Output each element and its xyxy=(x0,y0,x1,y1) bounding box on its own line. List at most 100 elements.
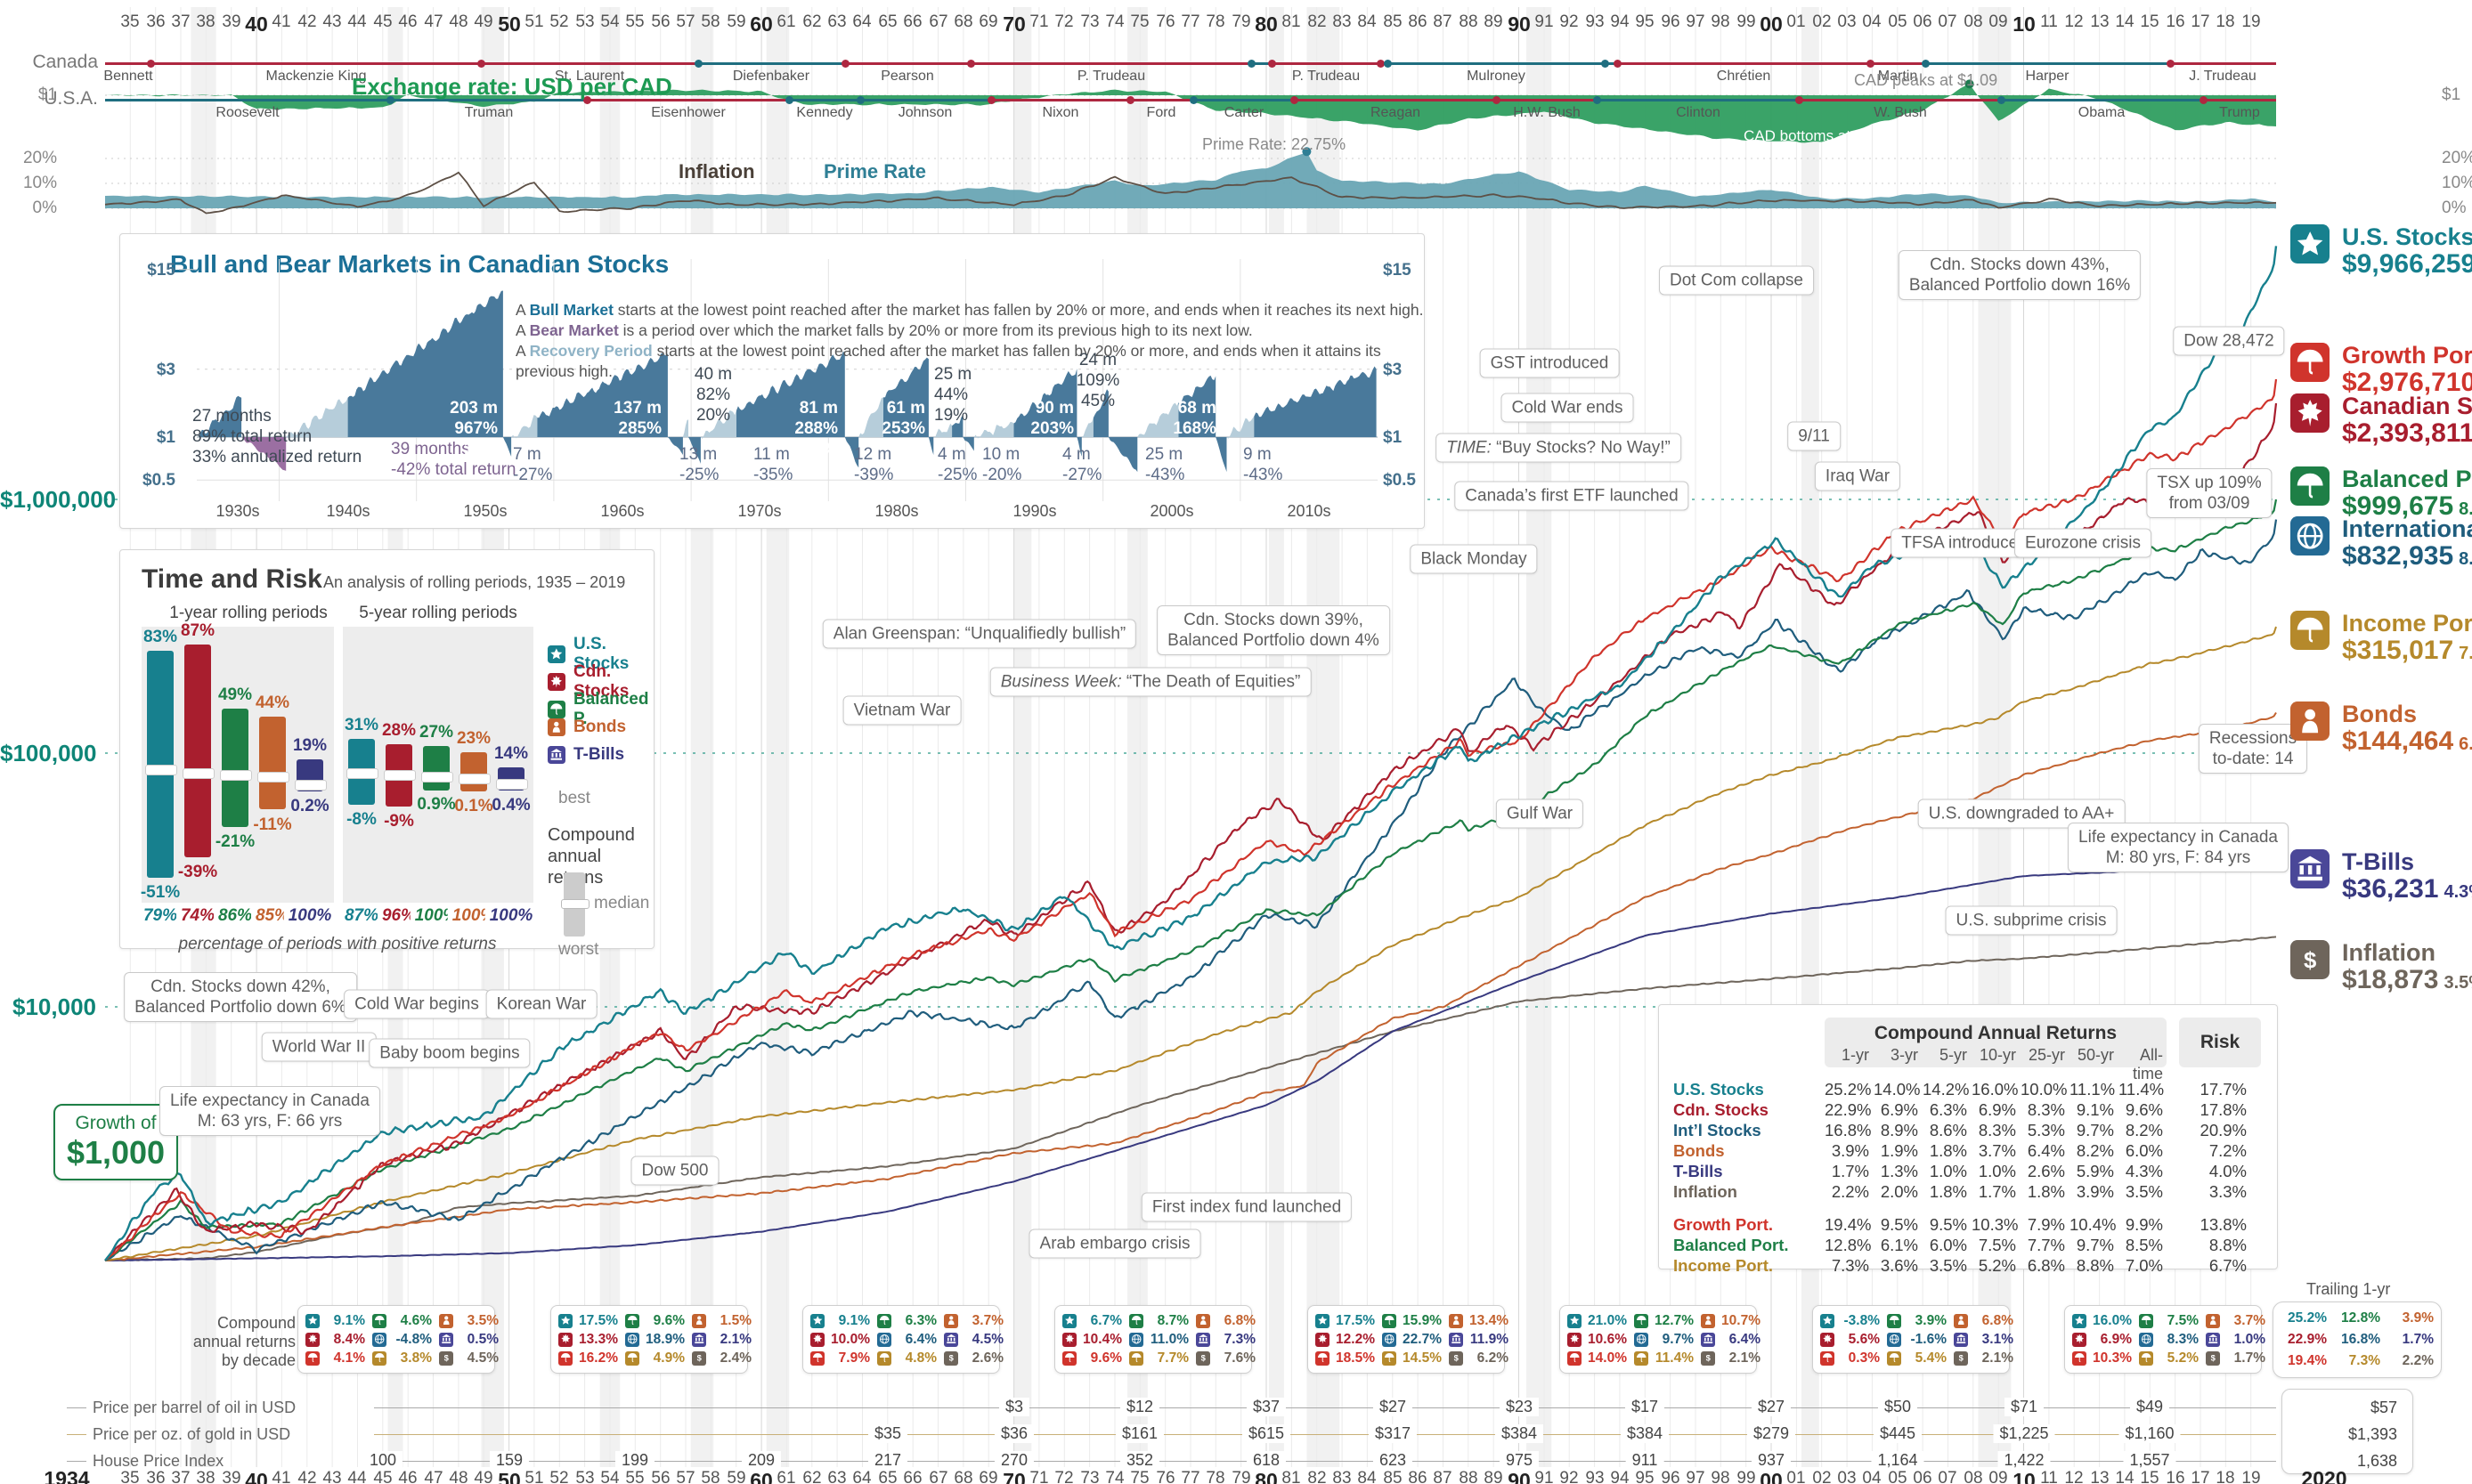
value-axis-label: $1,000,000 xyxy=(0,486,117,513)
top-year-1980: 80 xyxy=(1255,12,1278,36)
cad-bottom-note: CAD bottoms at $0.62 xyxy=(1744,127,1893,144)
decade-return-balanced: 4.6% xyxy=(372,1313,432,1329)
bottom-year-1985: 85 xyxy=(1383,1469,1403,1484)
svg-text:$: $ xyxy=(1453,1354,1459,1363)
bottom-year-1957: 57 xyxy=(676,1469,695,1484)
risk-bar-median xyxy=(183,768,215,779)
market-period-label: 9 m -43% xyxy=(1243,445,1283,484)
table-cell: 8.3% xyxy=(1978,1121,2016,1139)
series-line-balanced xyxy=(104,499,2278,1261)
leader-name-usa: Roosevelt xyxy=(215,105,280,120)
decade-return-growth: 18.5% xyxy=(1315,1350,1375,1366)
leader-transition-dot xyxy=(477,60,485,68)
top-year-1982: 82 xyxy=(1307,12,1327,31)
star-icon xyxy=(305,1313,320,1328)
leader-transition-dot xyxy=(1190,96,1198,104)
macro-tick: 20% xyxy=(22,149,57,167)
leader-transition-dot xyxy=(147,60,155,68)
growth-of-1000-box: Growth of $1,000 xyxy=(53,1104,178,1180)
decade-return-growth: 4.1% xyxy=(305,1350,365,1366)
decade-return-tbills: 0.5% xyxy=(439,1332,499,1348)
globe-icon xyxy=(877,1332,891,1347)
leader-transition-dot xyxy=(695,60,703,68)
legend-item-cdn: Canadian Stocks $2,393,8119.6% xyxy=(2290,393,2472,450)
growth-box-line2: $1,000 xyxy=(66,1134,166,1171)
decade-return-income: 5.4% xyxy=(1887,1350,1947,1366)
leader-transition-dot xyxy=(1248,60,1256,68)
star-icon xyxy=(1315,1313,1330,1328)
risk-bar-median xyxy=(421,772,453,783)
leader-line-canada xyxy=(1272,62,1380,65)
legend-cagr: 4.3% xyxy=(2444,882,2472,902)
table-cell: 6.4% xyxy=(2027,1141,2065,1160)
annotation: TSX up 109% from 03/09 xyxy=(2146,468,2273,518)
time-risk-legend-item: Cdn. Stocks xyxy=(548,662,654,701)
risk-worst-label: -39% xyxy=(177,863,218,881)
bottom-year-2004: 04 xyxy=(1862,1469,1882,1484)
top-year-1937: 37 xyxy=(171,12,191,31)
bottom-year-1948: 48 xyxy=(449,1469,468,1484)
top-year-2015: 15 xyxy=(2140,12,2159,31)
leader-transition-dot xyxy=(1593,96,1601,104)
glyph-median-notch xyxy=(561,899,590,909)
bottom-year-1953: 53 xyxy=(575,1469,595,1484)
bottom-year-1945: 45 xyxy=(373,1469,393,1484)
time-risk-legend-item: U.S. Stocks xyxy=(548,635,654,674)
decade-return-intl: 9.7% xyxy=(1634,1332,1694,1348)
umbrella-icon xyxy=(1634,1313,1648,1328)
leader-name-canada: St. Laurent xyxy=(554,69,625,84)
risk-bar-median xyxy=(384,770,416,781)
bank-icon xyxy=(548,746,565,764)
bottom-year-1989: 89 xyxy=(1484,1469,1503,1484)
annotation: U.S. subprime crisis xyxy=(1945,905,2118,936)
leader-line-usa xyxy=(2001,99,2203,101)
bull-bear-definition: A Bull Market starts at the lowest point… xyxy=(516,301,1424,319)
top-year-1999: 99 xyxy=(1736,12,1756,31)
decade-return-income: 5.2% xyxy=(2139,1350,2199,1366)
legend-name: T-Bills xyxy=(2342,848,2415,875)
annotation: Alan Greenspan: “Unqualifiedly bullish” xyxy=(822,619,1137,649)
price-value: 1,164 xyxy=(1871,1451,1924,1470)
leader-line-usa xyxy=(1597,99,1799,101)
bank-icon xyxy=(1449,1332,1463,1347)
svg-text:$: $ xyxy=(948,1354,954,1363)
person-icon xyxy=(439,1313,453,1328)
risk-best-label: 14% xyxy=(493,744,529,763)
bull-bear-tick: $1 xyxy=(156,428,175,447)
leader-name-usa: W. Bush xyxy=(1874,105,1927,120)
leader-line-canada xyxy=(1251,62,1272,65)
bottom-year-1946: 46 xyxy=(398,1469,418,1484)
table-cell: 1.8% xyxy=(2027,1182,2065,1201)
leader-line-usa xyxy=(105,99,390,101)
top-year-1991: 91 xyxy=(1534,12,1554,31)
decade-return-intl: -4.8% xyxy=(372,1332,432,1348)
risk-bar-median xyxy=(145,765,177,775)
leader-transition-dot xyxy=(2167,60,2175,68)
price-value: $445 xyxy=(1873,1424,1923,1443)
globe-icon xyxy=(372,1332,386,1347)
leader-line-canada xyxy=(845,62,972,65)
bottom-year-2006: 06 xyxy=(1913,1469,1932,1484)
usa-axis-label: U.S.A. xyxy=(44,88,98,109)
decade-box-1950s: 17.5% 9.6% 1.5% 13.3% 18.9% 2.1% 16.2% 4.9% $2.4… xyxy=(550,1305,752,1374)
trailing-return-us: 25.2% xyxy=(2288,1310,2327,1326)
top-year-1983: 83 xyxy=(1332,12,1352,31)
svg-text:$: $ xyxy=(1958,1354,1964,1363)
annotation: Iraq War xyxy=(1814,461,1901,491)
risk-worst-label: -11% xyxy=(253,815,292,834)
dollar-icon: $ xyxy=(2290,940,2330,979)
prime-rate-label: Prime Rate xyxy=(824,160,926,182)
table-cell: 10.0% xyxy=(2021,1080,2068,1099)
person-icon xyxy=(548,718,565,736)
table-row-label: Int’l Stocks xyxy=(1673,1121,1761,1139)
annotation: Life expectancy in Canada M: 80 yrs, F: 8… xyxy=(2068,823,2289,872)
table-cell: 9.5% xyxy=(1880,1215,1918,1234)
trailing-return-bonds: 3.9% xyxy=(2402,1310,2434,1326)
time-risk-inset: Time and Risk An analysis of rolling per… xyxy=(119,549,655,959)
positive-periods-pct: 74% xyxy=(175,904,220,928)
bottom-year-1956: 56 xyxy=(651,1469,671,1484)
leader-line-usa xyxy=(1193,99,1294,101)
market-period-label: 12 m -39% xyxy=(854,445,894,484)
